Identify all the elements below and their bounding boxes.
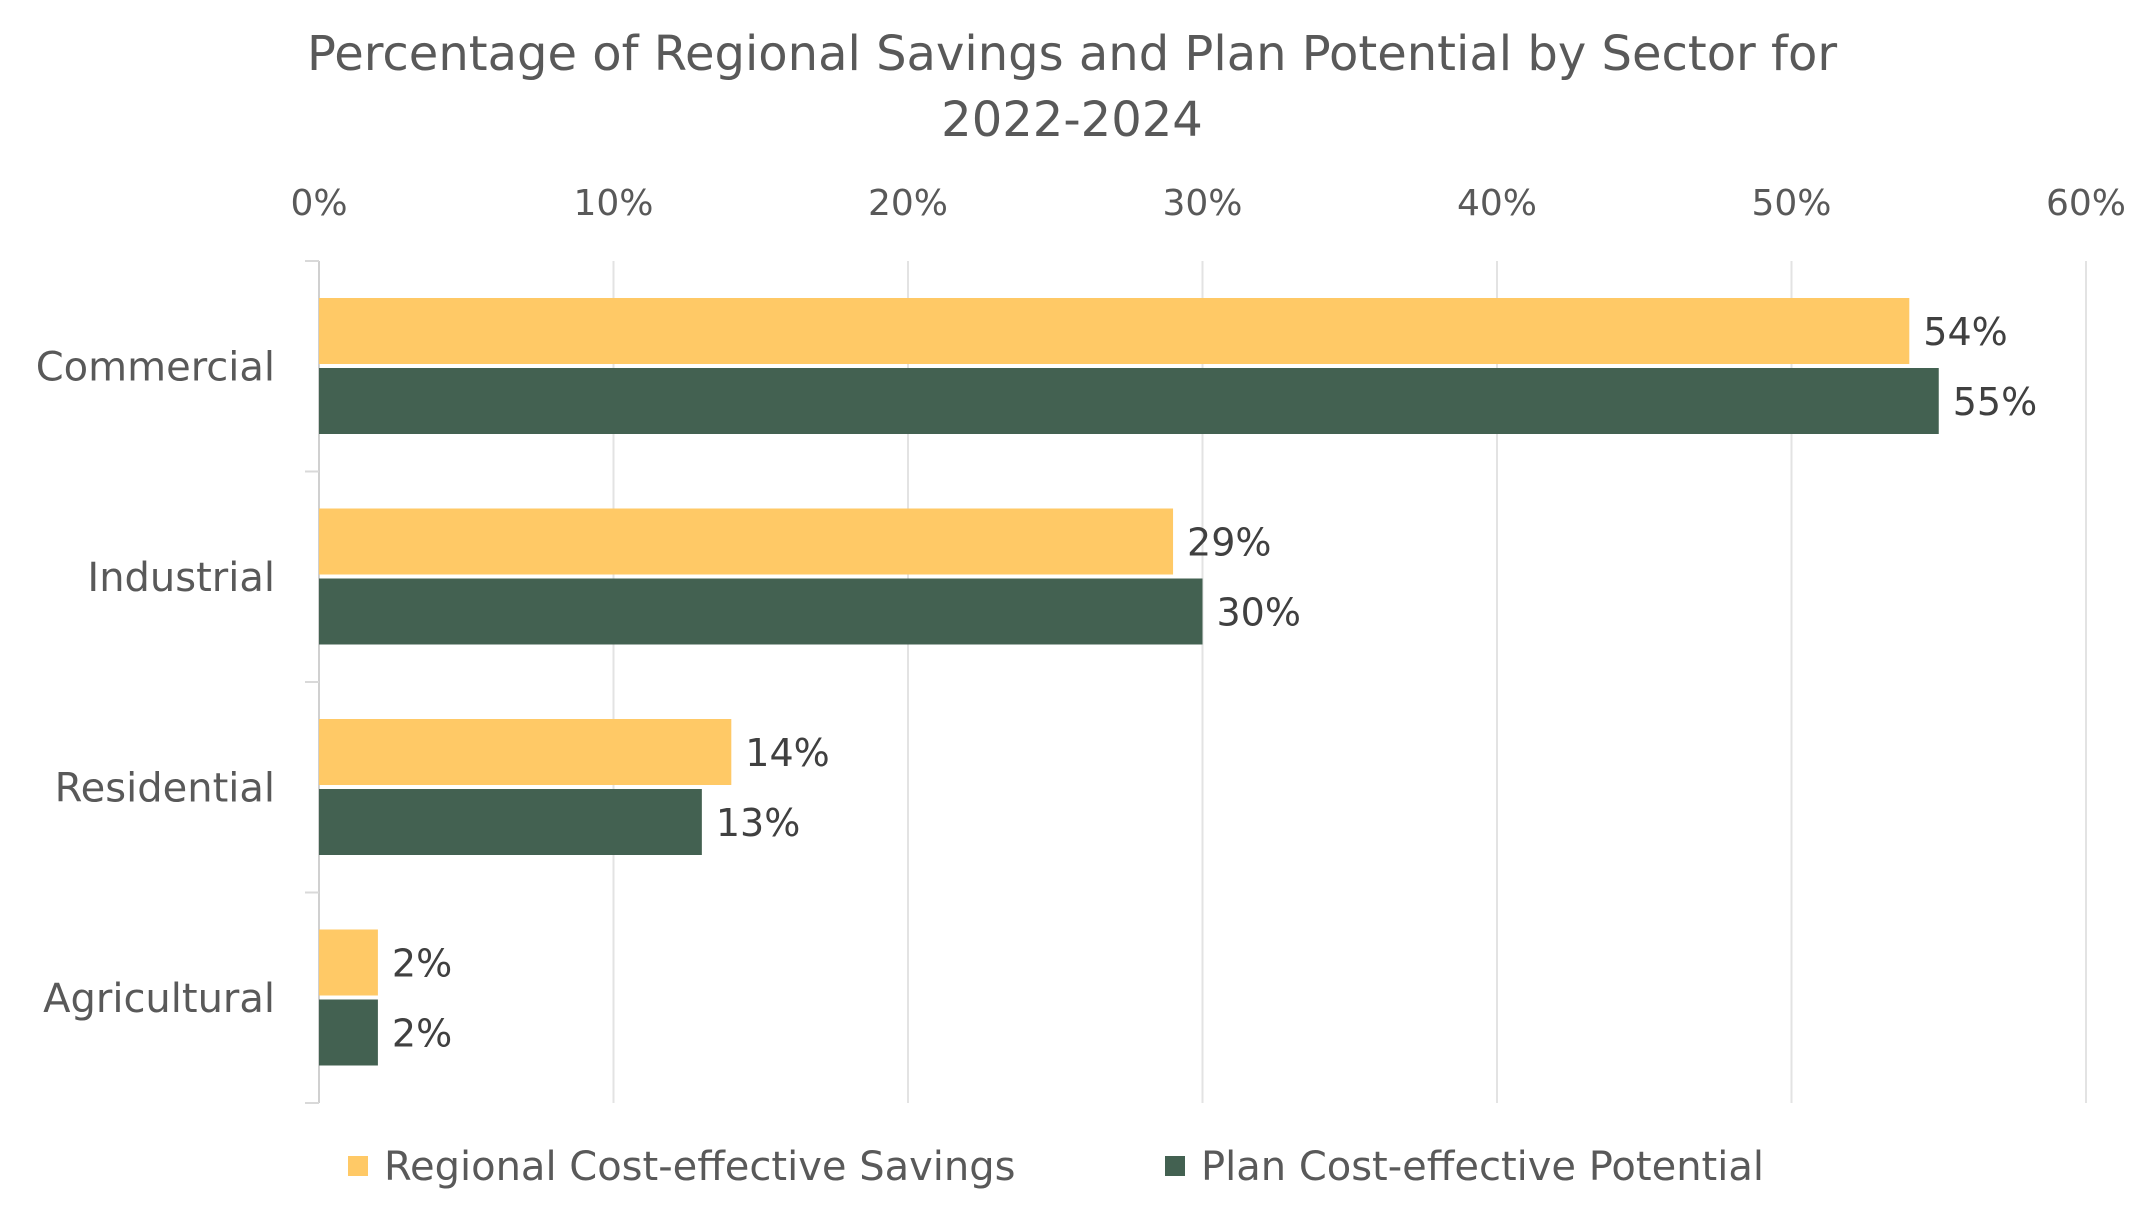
x-tick-label: 30% (1162, 183, 1242, 224)
bar-regional-savings (319, 719, 732, 785)
x-tick-label: 10% (573, 183, 653, 224)
data-label: 30% (1217, 591, 1301, 635)
x-tick-label: 20% (868, 183, 948, 224)
bar-regional-savings (319, 298, 1910, 364)
legend-swatch (1165, 1156, 1185, 1176)
category-label: Industrial (87, 555, 275, 601)
legend-label: Plan Cost-effective Potential (1201, 1144, 1764, 1190)
bar-plan-potential (319, 368, 1939, 434)
bar-plan-potential (319, 999, 378, 1066)
legend-label: Regional Cost-effective Savings (384, 1144, 1015, 1190)
data-label: 54% (1923, 310, 2007, 354)
bar-plan-potential (319, 789, 702, 855)
bar-regional-savings (319, 508, 1174, 575)
x-tick-label: 50% (1751, 183, 1831, 224)
x-tick-label: 40% (1457, 183, 1537, 224)
data-label: 2% (392, 942, 452, 986)
bar-regional-savings (319, 929, 378, 996)
chart-title-line-2: 2022-2024 (941, 92, 1203, 148)
chart-title-line-1: Percentage of Regional Savings and Plan … (307, 26, 1837, 82)
category-label: Residential (55, 765, 275, 811)
x-tick-label: 0% (290, 183, 347, 224)
legend-swatch (348, 1156, 368, 1176)
data-label: 2% (392, 1012, 452, 1056)
data-label: 55% (1953, 380, 2037, 424)
data-label: 29% (1187, 521, 1271, 565)
category-label: Commercial (36, 344, 275, 390)
x-tick-label: 60% (2046, 183, 2126, 224)
data-label: 14% (745, 731, 829, 775)
bar-plan-potential (319, 578, 1203, 645)
data-label: 13% (716, 801, 800, 845)
category-label: Agricultural (43, 976, 275, 1022)
